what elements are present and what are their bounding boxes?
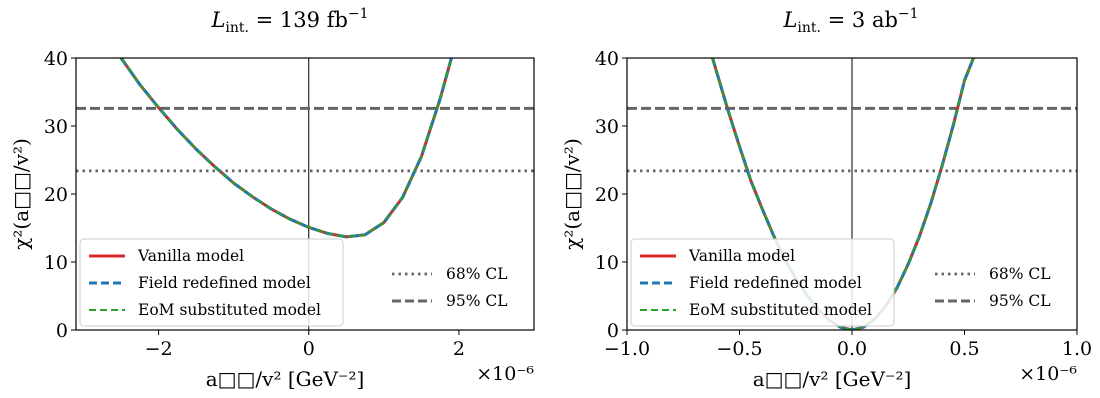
x-tick-label: 1.0 [1062, 338, 1092, 360]
legend-label: Field redefined model [689, 274, 862, 292]
x-tick-label: 0 [303, 338, 315, 360]
legend-models-box [630, 238, 895, 327]
x-tick-label: −0.5 [716, 338, 762, 360]
legend-label: EoM substituted model [138, 301, 321, 319]
series-line-eom-substituted-model [711, 58, 975, 330]
y-tick-label: 0 [607, 320, 619, 342]
legend-cl: 68% CL 95% CL [935, 265, 1051, 310]
legend-label: Field redefined model [138, 274, 311, 292]
x-tick-label: 0.0 [837, 338, 867, 360]
series-line-field-redefined-model [119, 58, 453, 239]
y-axis-label: χ²(a□□/v²) [9, 138, 33, 250]
x-multiplier: ×10⁻⁶ [1019, 363, 1077, 385]
chart-panel-right: Lint. = 3 ab−1 −1.0 −0.5 0.0 0.5 1.0 0 10 20 30 40… [560, 6, 1092, 391]
y-tick-label: 40 [44, 48, 68, 70]
title-main: L [210, 8, 225, 32]
y-tick-label: 30 [595, 116, 619, 138]
chart-title: Lint. = 139 fb−1 [210, 6, 368, 36]
x-axis-label: a□□/v² [GeV⁻²] [753, 367, 912, 391]
x-tick-label: −2 [145, 338, 173, 360]
y-tick-label: 10 [44, 252, 68, 274]
legend-label: 95% CL [989, 292, 1051, 310]
title-subscript: int. [225, 20, 249, 36]
series-line-vanilla-model [119, 58, 453, 239]
y-tick-label: 30 [44, 116, 68, 138]
x-tick-label: −1.0 [604, 338, 650, 360]
legend-models-box [79, 238, 344, 327]
x-tick-label: 2 [453, 338, 465, 360]
x-axis-label: a□□/v² [GeV⁻²] [206, 367, 365, 391]
y-tick-label: 40 [595, 48, 619, 70]
x-multiplier: ×10⁻⁶ [476, 363, 534, 385]
y-tick-label: 10 [595, 252, 619, 274]
legend-models: Vanilla model Field redefined model EoM su… [630, 238, 895, 327]
y-axis-label: χ²(a□□/v²) [560, 138, 584, 250]
legend-cl: 68% CL 95% CL [392, 265, 508, 310]
y-tick-label: 0 [56, 320, 68, 342]
legend-label: 68% CL [989, 265, 1051, 283]
title-superscript: −1 [348, 6, 369, 22]
legend-label: 95% CL [446, 292, 508, 310]
x-tick-label: 0.5 [949, 338, 979, 360]
y-tick-label: 20 [595, 184, 619, 206]
title-superscript: −1 [898, 6, 919, 22]
y-tick-label: 20 [44, 184, 68, 206]
legend-label: 68% CL [446, 265, 508, 283]
legend-label: EoM substituted model [689, 301, 872, 319]
legend-label: Vanilla model [137, 247, 244, 265]
plot-area [76, 58, 534, 330]
title-rest: = 3 ab [821, 8, 898, 32]
legend-models: Vanilla model Field redefined model EoM su… [79, 238, 344, 327]
series-line-eom-substituted-model [120, 58, 453, 238]
title-rest: = 139 fb [249, 8, 348, 32]
title-subscript: int. [797, 20, 821, 36]
legend-label: Vanilla model [688, 247, 795, 265]
chart-panel-left: Lint. = 139 fb−1−2 0 2010203040×10⁻⁶a□□/v²… [9, 6, 535, 391]
chart-title: Lint. = 3 ab−1 [782, 6, 918, 36]
title-main: L [782, 8, 797, 32]
